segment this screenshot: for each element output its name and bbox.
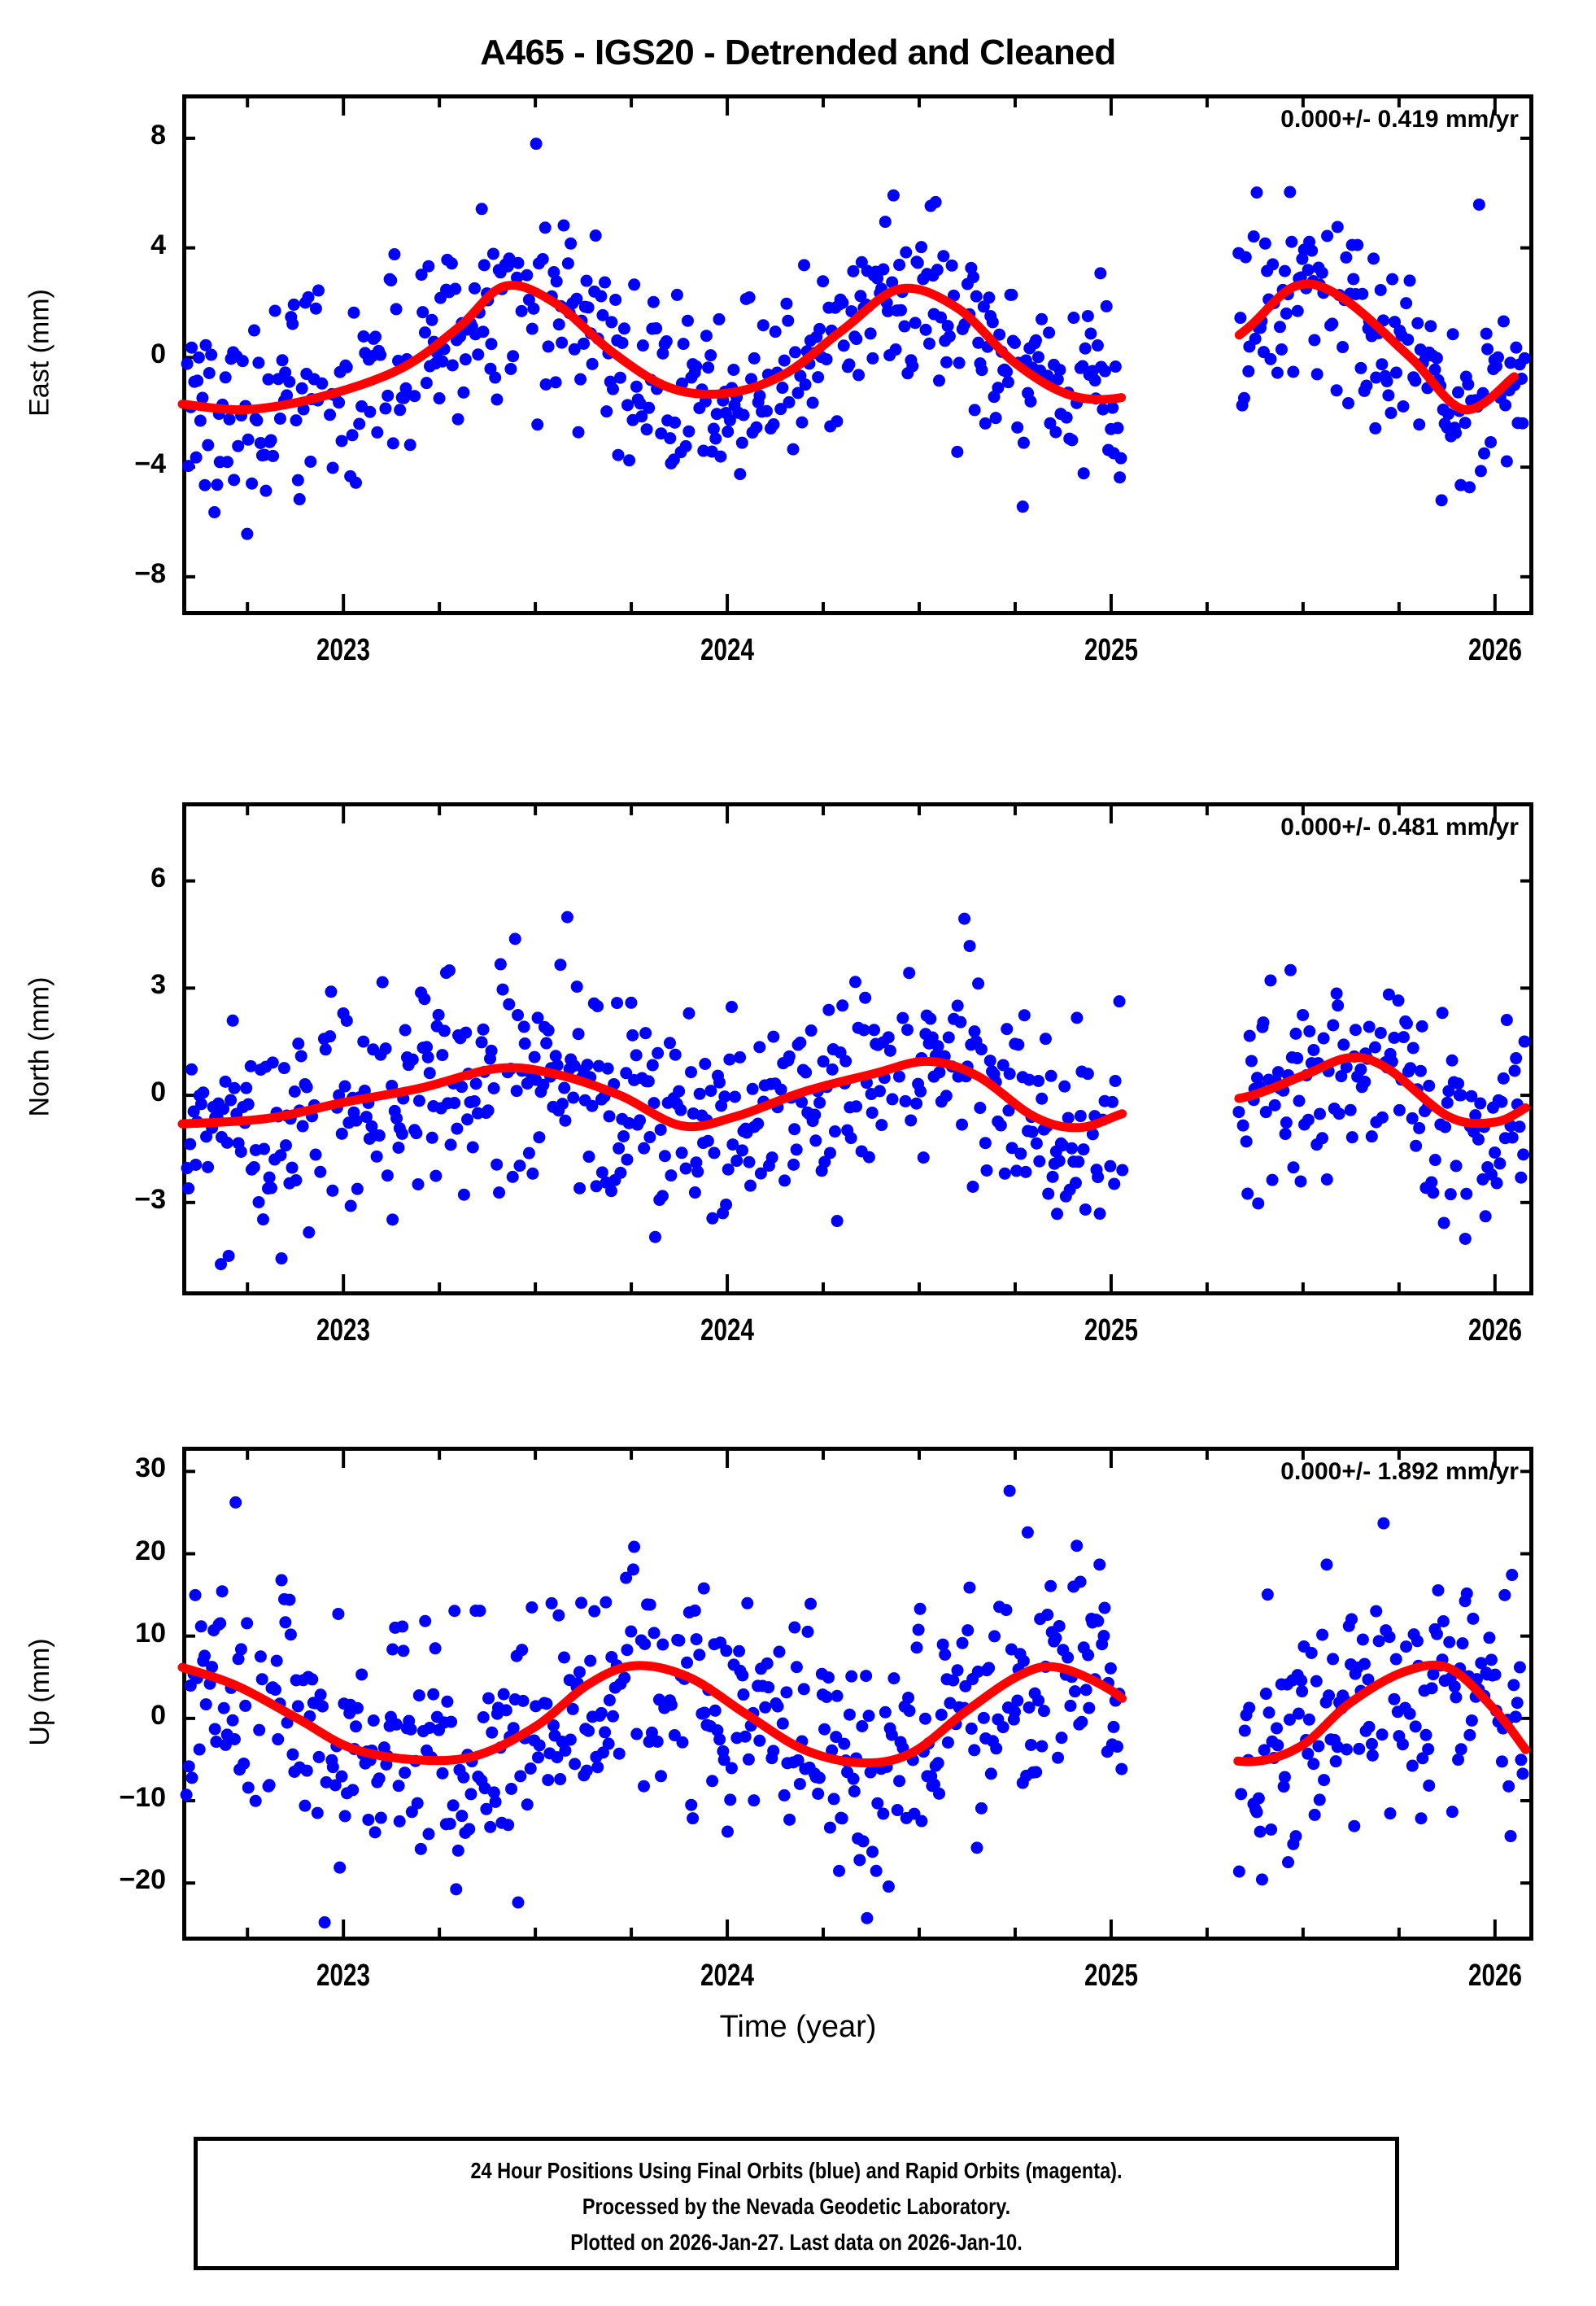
xtick-label: 2026 [1467, 1959, 1522, 1993]
ytick-label: −4 [134, 448, 166, 480]
xtick-label: 2026 [1467, 633, 1522, 667]
xtick-label: 2023 [316, 633, 371, 667]
xtick-label: 2025 [1084, 1313, 1138, 1347]
xtick-label: 2024 [700, 1959, 755, 1993]
xaxis-title: Time (year) [719, 2010, 877, 2044]
ytick-label: −3 [134, 1183, 166, 1215]
scatter-points-north [181, 911, 1531, 1271]
rate-label-east: 0.000+/- 0.419 mm/yr [1280, 106, 1519, 133]
ytick-label: 8 [150, 119, 166, 151]
ytick-label: −10 [119, 1782, 166, 1814]
ytick-label: 3 [150, 969, 166, 1001]
ytick-label: 0 [150, 338, 166, 370]
caption-line-1: 24 Hour Positions Using Final Orbits (bl… [470, 2158, 1123, 2183]
rate-label-up: 0.000+/- 1.892 mm/yr [1280, 1458, 1519, 1485]
fit-curve-up [1233, 1660, 1531, 1767]
ytick-label: 0 [150, 1699, 166, 1731]
fit-curve-up [177, 1661, 1127, 1768]
xtick-label: 2024 [700, 1313, 755, 1347]
fit-curve-east [177, 281, 1127, 415]
xtick-label: 2023 [316, 1959, 371, 1993]
caption-line-3: Plotted on 2026-Jan-27. Last data on 202… [570, 2230, 1023, 2255]
ytick-label: −8 [134, 557, 166, 589]
caption-line-2: Processed by the Nevada Geodetic Laborat… [582, 2194, 1011, 2219]
xtick-label: 2025 [1084, 633, 1138, 667]
rate-label-north: 0.000+/- 0.481 mm/yr [1280, 814, 1519, 841]
scatter-points-east [181, 138, 1531, 540]
xtick-label: 2025 [1084, 1959, 1138, 1993]
scatter-points-up [180, 1484, 1529, 1929]
fit-curve-north [177, 1056, 1127, 1133]
ytick-label: −20 [119, 1864, 166, 1896]
ytick-label: 30 [135, 1452, 166, 1484]
xtick-label: 2023 [316, 1313, 371, 1347]
xtick-label: 2026 [1467, 1313, 1522, 1347]
ytick-label: 20 [135, 1535, 166, 1566]
page-title: A465 - IGS20 - Detrended and Cleaned [480, 33, 1116, 72]
ylabel-up: Up (mm) [24, 1637, 55, 1746]
ytick-label: 4 [150, 229, 166, 260]
fit-curve-north [1234, 1053, 1531, 1129]
fit-curve-east [1234, 279, 1519, 415]
xtick-label: 2024 [700, 633, 755, 667]
ytick-label: 0 [150, 1077, 166, 1108]
ytick-label: 6 [150, 862, 166, 893]
ytick-label: 10 [135, 1617, 166, 1649]
caption-box: 24 Hour Positions Using Final Orbits (bl… [194, 2137, 1399, 2270]
